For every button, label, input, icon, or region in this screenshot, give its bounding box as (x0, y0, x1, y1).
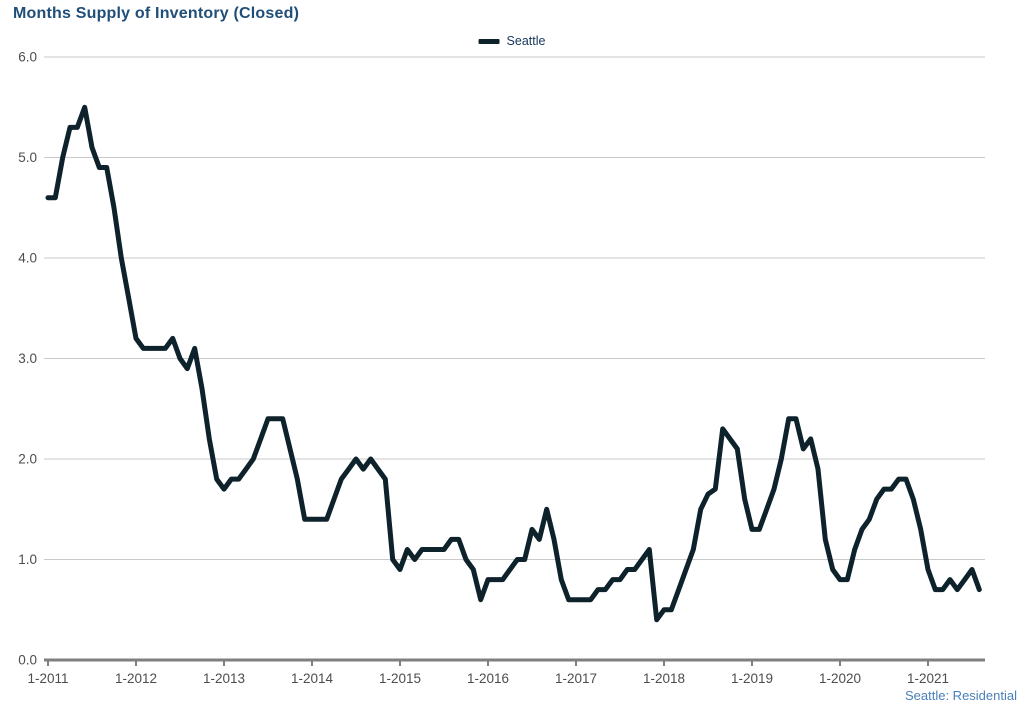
x-axis-label: 1-2018 (643, 671, 685, 686)
footer-note: Seattle: Residential (904, 688, 1017, 703)
x-axis-label: 1-2021 (907, 671, 949, 686)
y-axis-label: 5.0 (18, 150, 37, 165)
y-axis-label: 6.0 (18, 50, 37, 65)
x-axis-label: 1-2016 (467, 671, 509, 686)
x-axis-label: 1-2015 (379, 671, 421, 686)
legend: Seattle (478, 34, 546, 48)
legend-line-swatch (478, 38, 500, 44)
x-axis-label: 1-2014 (291, 671, 334, 686)
y-axis-label: 3.0 (18, 351, 37, 366)
chart-title: Months Supply of Inventory (Closed) (13, 5, 300, 22)
x-axis-label: 1-2017 (555, 671, 597, 686)
y-axis-label: 0.0 (18, 653, 37, 668)
x-axis-label: 1-2011 (27, 671, 68, 686)
y-axis-label: 2.0 (18, 452, 37, 467)
x-axis-label: 1-2013 (203, 671, 245, 686)
x-axis-label: 1-2020 (819, 671, 861, 686)
legend-label: Seattle (506, 34, 546, 48)
x-axis-label: 1-2019 (731, 671, 773, 686)
x-axis-label: 1-2012 (115, 671, 157, 686)
y-axis-label: 1.0 (18, 552, 37, 567)
seattle-series-line (45, 104, 982, 623)
y-axis-label: 4.0 (18, 251, 37, 266)
